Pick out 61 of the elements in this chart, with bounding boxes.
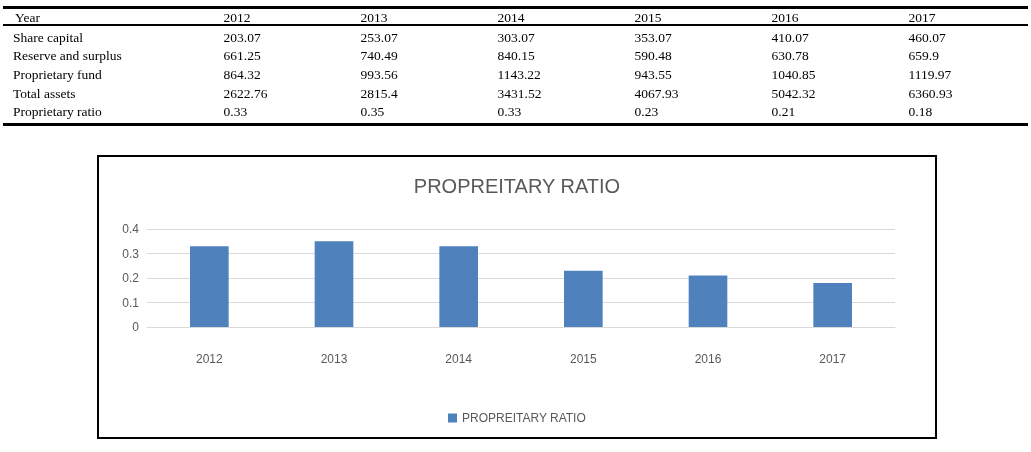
y-tick-label: 0.4 [122, 222, 140, 236]
x-tick-label: 2012 [223, 9, 251, 25]
x-tick-label: 2014 [445, 352, 473, 366]
x-tick-label: 2015 [569, 352, 597, 366]
chart-title: PROPREITARY RATIO [413, 175, 621, 197]
data-label: 2622.76 [223, 85, 268, 101]
x-tick-label: 2017 [908, 9, 936, 25]
data-label: 6360.93 [908, 85, 953, 101]
x-tick-label: 2016 [771, 9, 799, 25]
data-label: 303.07 [497, 29, 535, 45]
data-label: 943.55 [634, 67, 672, 82]
bar [813, 282, 852, 327]
data-label: 0.21 [771, 104, 796, 120]
data-label: 0.23 [634, 104, 659, 120]
data-label: 5042.32 [771, 85, 816, 101]
data-label: 740.49 [360, 48, 398, 64]
data-label: 0.35 [360, 104, 385, 120]
data-label: 1143.22 [497, 67, 541, 82]
data-label: 659.9 [908, 48, 940, 64]
y-tick-label: 0.2 [122, 271, 140, 285]
x-tick-label: 2014 [497, 9, 525, 25]
bar [314, 241, 354, 327]
data-label: 864.32 [223, 67, 261, 82]
bar [439, 246, 478, 327]
bar [190, 246, 229, 327]
data-label: 460.07 [908, 29, 946, 45]
bar [564, 270, 603, 327]
y-tick-label: 0.3 [122, 246, 140, 261]
y-tick-label: Reserve and surplus [13, 48, 122, 64]
y-tick-label: Total assets [13, 85, 76, 101]
legend-label: PROPREITARY RATIO [461, 411, 586, 425]
data-label: 2815.4 [360, 85, 398, 101]
y-tick-label: Proprietary fund [13, 67, 103, 82]
y-tick-label: Proprietary ratio [13, 104, 103, 120]
data-label: 410.07 [771, 29, 809, 45]
x-tick-label: 2015 [634, 9, 662, 25]
x-tick-label: 2013 [360, 9, 388, 25]
y-tick-label: 0.1 [122, 295, 140, 310]
data-label: 253.07 [360, 29, 398, 45]
data-label: 203.07 [223, 29, 261, 45]
data-label: 0.33 [497, 104, 522, 120]
bar [688, 275, 728, 327]
x-tick-label: 2013 [320, 352, 348, 366]
data-label: 993.56 [360, 67, 398, 82]
data-label: 3431.52 [497, 85, 542, 101]
y-tick-label: Share capital [13, 29, 84, 45]
data-label: 840.15 [497, 48, 535, 64]
x-tick-label: 2016 [694, 352, 722, 366]
data-label: 0.33 [223, 104, 248, 120]
data-label: 590.48 [634, 48, 672, 64]
x-tick-label: 2012 [195, 352, 223, 366]
data-label: 1040.85 [771, 67, 816, 82]
data-label: 353.07 [634, 29, 672, 45]
x-tick-label: 2017 [819, 352, 847, 366]
data-label: 630.78 [771, 48, 809, 64]
y-tick-label: 0 [132, 320, 140, 334]
data-label: 0.18 [908, 104, 933, 120]
data-label: 1119.97 [908, 67, 952, 82]
x-axis-title: Year [15, 9, 41, 25]
data-label: 4067.93 [634, 85, 679, 101]
data-label: 661.25 [223, 48, 261, 64]
